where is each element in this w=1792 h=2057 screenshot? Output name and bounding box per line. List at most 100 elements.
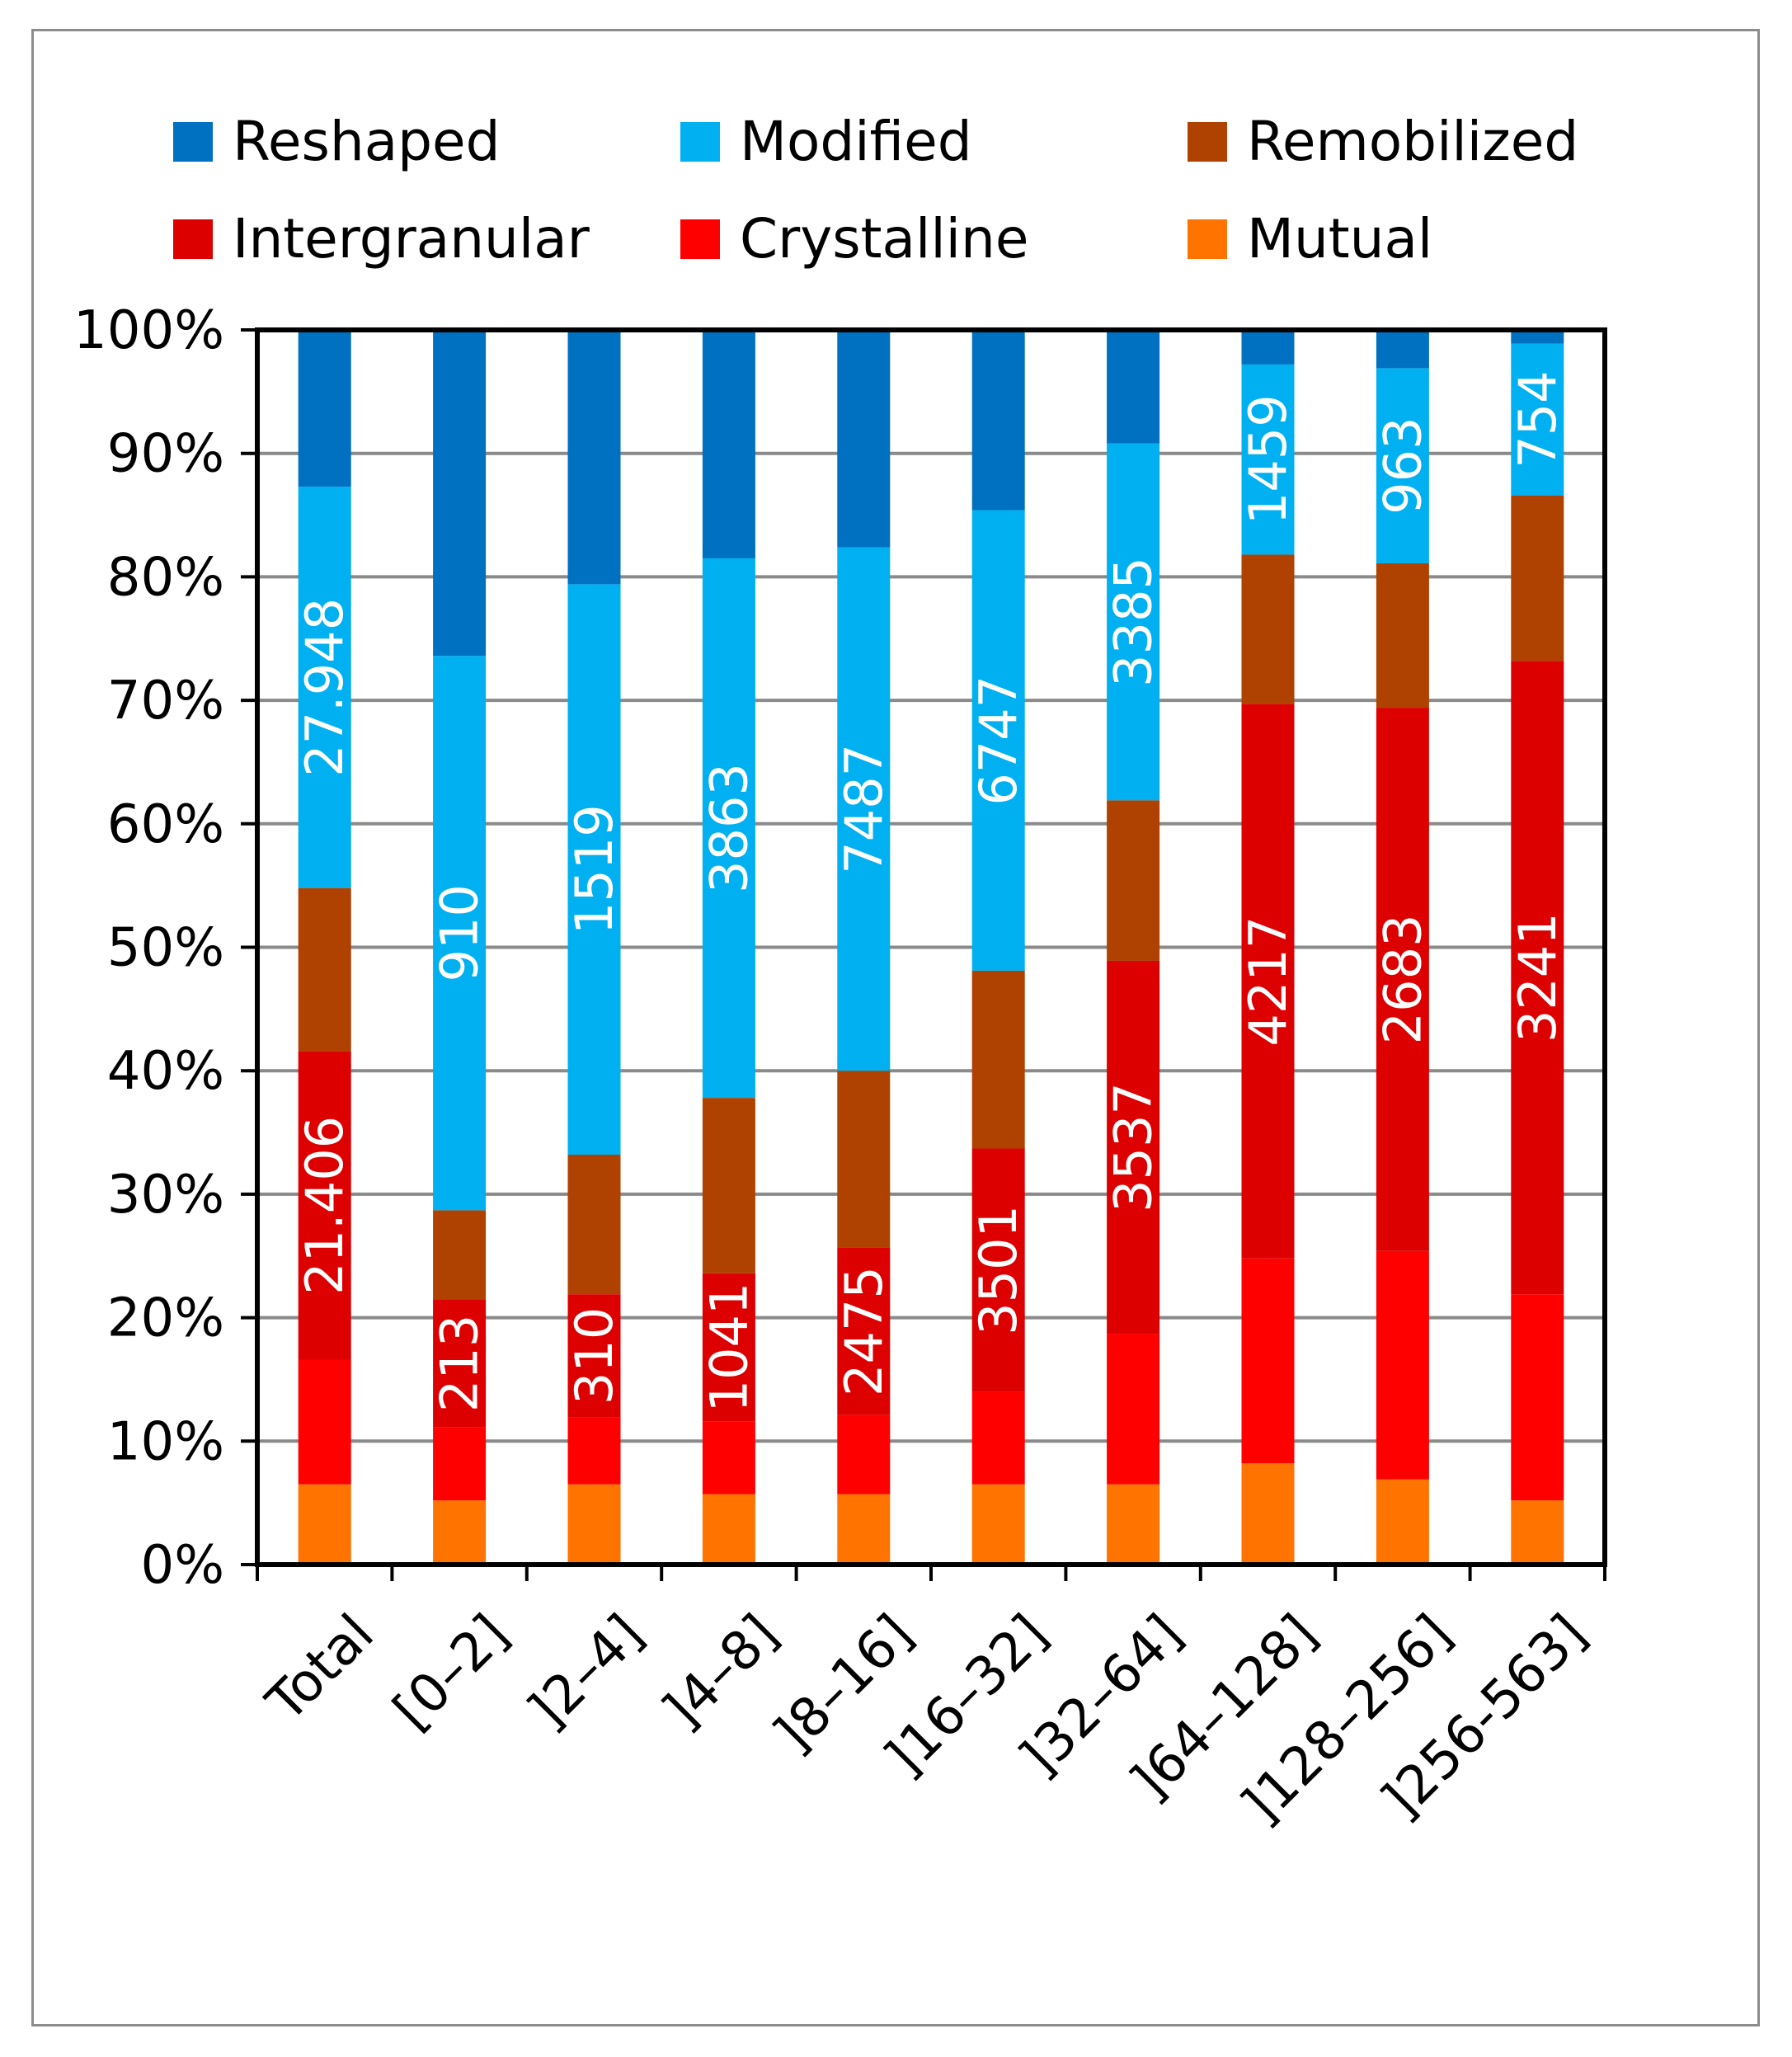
bar-segment-modified — [1511, 343, 1564, 496]
bar-segment-mutual — [298, 1484, 351, 1565]
bar-segment-reshaped — [433, 330, 487, 657]
bar-segment-remobilized — [1376, 562, 1429, 708]
bar-segment-remobilized — [702, 1098, 755, 1273]
data-label: 1459 — [1238, 394, 1298, 525]
bar-segment-crystalline — [1376, 1250, 1429, 1480]
data-label: 910 — [430, 884, 490, 981]
y-tick-label: 70% — [107, 671, 224, 732]
legend-swatch-remobilized — [1188, 122, 1227, 162]
bar-segment-remobilized — [1107, 800, 1160, 961]
legend-swatch-intergranular — [173, 219, 213, 259]
bar-segment-reshaped — [1241, 330, 1295, 365]
bar-segment-modified — [971, 510, 1025, 971]
data-label: 3241 — [1507, 912, 1568, 1043]
legend-label-intergranular: Intergranular — [233, 207, 590, 271]
bar-segment-modified — [433, 656, 487, 1211]
bar-segment-mutual — [702, 1494, 755, 1565]
y-tick-label: 60% — [107, 794, 224, 855]
bar-segment-intergranular — [971, 1148, 1025, 1392]
data-label: 3863 — [698, 763, 759, 893]
bar-segment-remobilized — [298, 887, 351, 1052]
legend-swatch-mutual — [1188, 219, 1227, 259]
data-label: 754 — [1507, 370, 1568, 468]
y-tick-label: 20% — [107, 1288, 224, 1349]
legend-label-crystalline: Crystalline — [740, 207, 1028, 271]
data-label: 3537 — [1103, 1082, 1164, 1212]
x-category-label: ]2–4] — [517, 1603, 656, 1742]
data-label: 963 — [1372, 417, 1432, 514]
x-category-label: Total — [255, 1603, 386, 1735]
legend-label-reshaped: Reshaped — [233, 110, 501, 173]
data-label: 4217 — [1238, 916, 1298, 1047]
y-tick-label: 30% — [107, 1165, 224, 1226]
bar-segment-intergranular — [298, 1051, 351, 1360]
bar-segment-crystalline — [1107, 1334, 1160, 1485]
y-tick-label: 80% — [107, 547, 224, 608]
y-tick-label: 90% — [107, 424, 224, 485]
bar-segment-crystalline — [1241, 1258, 1295, 1464]
bar-segment-mutual — [837, 1494, 891, 1565]
bar-segment-crystalline — [837, 1414, 891, 1495]
data-label: 3501 — [968, 1205, 1028, 1335]
bar-segment-crystalline — [702, 1421, 755, 1495]
bar-segment-modified — [298, 487, 351, 888]
bar-segment-mutual — [971, 1484, 1025, 1565]
bar-segment-reshaped — [567, 330, 621, 585]
data-label: 2683 — [1372, 915, 1432, 1045]
legend-swatch-crystalline — [680, 219, 720, 259]
bar-segment-remobilized — [971, 970, 1025, 1149]
bar-segment-modified — [567, 584, 621, 1155]
bar-segment-remobilized — [837, 1071, 891, 1248]
y-tick-label: 100% — [73, 300, 224, 361]
bar-segment-modified — [1107, 443, 1160, 801]
bar-segment-reshaped — [298, 330, 351, 487]
bar-segment-intergranular — [1511, 661, 1564, 1295]
x-category-label: [0–2] — [382, 1603, 520, 1742]
bar-segment-mutual — [1376, 1479, 1429, 1565]
bar-segment-reshaped — [971, 330, 1025, 511]
legend-label-remobilized: Remobilized — [1247, 110, 1578, 173]
bar-segment-intergranular — [837, 1247, 891, 1415]
bar-segment-crystalline — [298, 1359, 351, 1485]
bar-segment-intergranular — [1241, 704, 1295, 1259]
data-label: 1519 — [564, 804, 624, 934]
bar-segment-reshaped — [1376, 330, 1429, 369]
bar-segment-remobilized — [433, 1210, 487, 1300]
y-tick-label: 50% — [107, 918, 224, 979]
y-tick-label: 40% — [107, 1041, 224, 1102]
data-label: 6747 — [968, 675, 1028, 806]
data-label: 3385 — [1103, 557, 1164, 687]
bar-segment-remobilized — [567, 1154, 621, 1295]
bar-segment-crystalline — [433, 1427, 487, 1501]
bar-segment-remobilized — [1241, 554, 1295, 704]
data-label: 27.948 — [294, 598, 355, 777]
legend-swatch-reshaped — [173, 122, 213, 162]
bar-segment-mutual — [1107, 1484, 1160, 1565]
bar-segment-reshaped — [702, 330, 755, 558]
bar-segment-reshaped — [1107, 330, 1160, 444]
data-label: 310 — [564, 1307, 624, 1405]
bar-segment-crystalline — [971, 1391, 1025, 1485]
data-label: 1041 — [698, 1283, 759, 1413]
y-tick-label: 10% — [107, 1411, 224, 1472]
bar-segment-modified — [1376, 368, 1429, 563]
legend-swatch-modified — [680, 122, 720, 162]
bar-segment-intergranular — [702, 1273, 755, 1422]
bar-segment-modified — [702, 558, 755, 1099]
bar-segment-crystalline — [1511, 1294, 1564, 1501]
data-label: 21.406 — [294, 1116, 355, 1295]
bar-segment-intergranular — [567, 1294, 621, 1418]
y-tick-label: 0% — [140, 1535, 224, 1596]
bar-segment-intergranular — [1376, 708, 1429, 1251]
bar-segment-reshaped — [837, 330, 891, 548]
data-label: 213 — [430, 1315, 490, 1412]
bar-segment-reshaped — [1511, 330, 1564, 344]
bar-segment-intergranular — [433, 1299, 487, 1428]
data-label: 2475 — [834, 1266, 894, 1396]
bar-segment-mutual — [433, 1500, 487, 1565]
legend-label-mutual: Mutual — [1247, 207, 1432, 271]
bar-segment-modified — [1241, 364, 1295, 555]
bar-segment-mutual — [567, 1484, 621, 1565]
bar-segment-remobilized — [1511, 495, 1564, 661]
